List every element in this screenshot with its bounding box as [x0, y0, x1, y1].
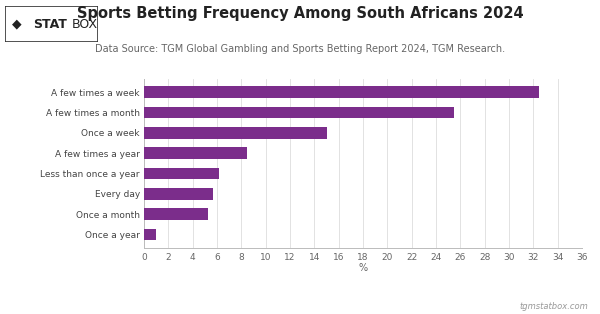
- Bar: [144, 168, 220, 179]
- Bar: [144, 147, 247, 159]
- Bar: [144, 188, 214, 200]
- Text: STAT: STAT: [32, 18, 67, 31]
- Text: Sports Betting Frequency Among South Africans 2024: Sports Betting Frequency Among South Afr…: [77, 6, 523, 21]
- Text: BOX: BOX: [72, 18, 98, 31]
- Text: ◆: ◆: [12, 18, 22, 31]
- Bar: [144, 127, 326, 139]
- Bar: [144, 229, 156, 240]
- Text: Data Source: TGM Global Gambling and Sports Betting Report 2024, TGM Research.: Data Source: TGM Global Gambling and Spo…: [95, 44, 505, 54]
- Bar: [144, 208, 208, 220]
- X-axis label: %: %: [358, 263, 368, 273]
- Bar: [144, 86, 539, 98]
- Text: tgmstatbox.com: tgmstatbox.com: [519, 302, 588, 311]
- Bar: [144, 106, 454, 118]
